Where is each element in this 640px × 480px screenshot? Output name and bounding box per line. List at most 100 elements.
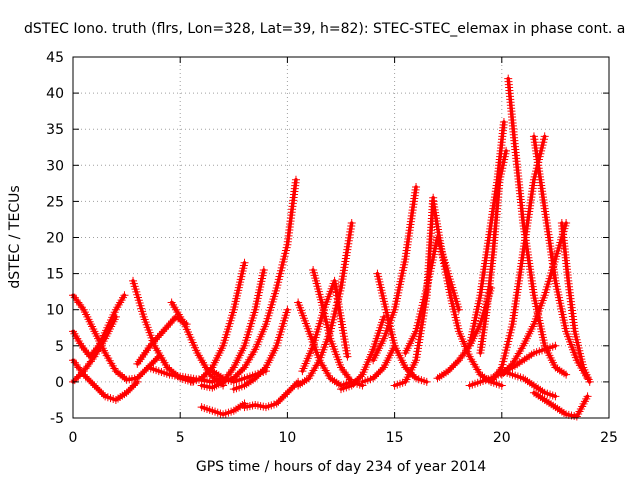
data-point xyxy=(326,374,343,389)
data-point xyxy=(529,293,548,329)
series-arc-02 xyxy=(69,291,129,361)
data-point xyxy=(465,352,483,377)
data-point xyxy=(251,367,268,379)
y-tick-label: 35 xyxy=(46,122,64,138)
data-point xyxy=(562,370,571,379)
data-point xyxy=(401,329,419,358)
data-point xyxy=(347,219,356,228)
data-point xyxy=(446,291,463,333)
x-tick-labels: 0 5 10 15 20 25 xyxy=(69,430,618,446)
data-point xyxy=(540,395,558,410)
x-tick-label: 10 xyxy=(278,430,296,446)
data-point xyxy=(358,347,377,379)
data-point xyxy=(291,175,300,184)
data-point xyxy=(540,132,549,141)
data-point xyxy=(373,269,390,311)
data-point xyxy=(111,390,129,404)
data-point xyxy=(465,294,484,350)
data-point xyxy=(304,358,323,383)
data-point xyxy=(412,374,429,385)
data-point xyxy=(551,276,570,333)
data-point xyxy=(272,243,291,293)
y-tick-label: 20 xyxy=(46,231,64,247)
data-point xyxy=(401,185,420,264)
data-point xyxy=(412,182,421,191)
data-point xyxy=(120,291,129,300)
data-point xyxy=(572,394,591,421)
series-arc-29 xyxy=(476,146,511,358)
data-point xyxy=(379,308,398,343)
ticks xyxy=(72,56,610,419)
data-point xyxy=(510,139,527,225)
data-point xyxy=(150,341,170,370)
data-point xyxy=(90,337,108,361)
y-tick-label: 15 xyxy=(46,267,64,283)
data-point xyxy=(465,375,493,390)
data-point xyxy=(319,279,338,314)
series-arc-23 xyxy=(358,341,399,386)
data-point xyxy=(240,258,249,267)
data-point xyxy=(229,261,248,314)
data-point xyxy=(444,358,462,376)
data-point xyxy=(497,367,514,378)
series-arc-15 xyxy=(208,367,270,386)
data-point xyxy=(529,342,557,358)
data-point xyxy=(326,334,345,369)
data-point xyxy=(101,392,118,404)
data-point xyxy=(133,344,153,368)
data-point xyxy=(283,305,292,314)
data-point xyxy=(337,382,354,394)
data-point xyxy=(519,374,536,389)
series-arc-11 xyxy=(197,399,249,419)
data-point xyxy=(369,365,387,383)
x-tick-label: 25 xyxy=(600,430,618,446)
data-series xyxy=(69,74,594,421)
data-point xyxy=(229,401,247,415)
data-point xyxy=(502,146,511,155)
data-point xyxy=(343,352,352,361)
data-point xyxy=(111,293,128,314)
series-line xyxy=(506,76,568,377)
data-point xyxy=(272,308,291,350)
data-point xyxy=(208,375,225,386)
y-tick-labels: -5 0 5 10 15 20 25 30 35 40 45 xyxy=(46,50,64,427)
data-point xyxy=(208,379,225,392)
x-tick-label: 15 xyxy=(386,430,404,446)
data-point xyxy=(508,370,525,382)
data-point xyxy=(358,375,375,386)
y-tick-label: 0 xyxy=(55,375,64,391)
data-point xyxy=(497,381,506,390)
y-tick-label: 45 xyxy=(46,50,64,66)
data-point xyxy=(259,265,268,274)
data-point xyxy=(298,344,317,376)
data-point xyxy=(551,341,560,350)
data-point xyxy=(551,363,568,378)
data-point xyxy=(495,149,510,184)
data-point xyxy=(90,381,108,399)
data-point xyxy=(219,374,236,385)
data-point xyxy=(229,375,246,386)
data-point xyxy=(369,315,387,354)
data-point xyxy=(309,265,325,304)
data-point xyxy=(129,276,147,319)
data-point xyxy=(261,400,278,412)
data-point xyxy=(433,368,451,383)
data-point xyxy=(240,375,258,390)
data-point xyxy=(379,344,398,372)
data-point xyxy=(101,349,119,373)
data-point xyxy=(309,308,328,350)
series-arc-26 xyxy=(401,233,463,358)
chart-title: dSTEC Iono. truth (flrs, Lon=328, Lat=39… xyxy=(24,21,625,37)
data-point xyxy=(579,363,593,384)
series-arc-21 xyxy=(373,269,431,386)
data-point xyxy=(208,367,225,381)
series-line xyxy=(221,177,298,384)
data-point xyxy=(337,363,354,384)
data-point xyxy=(229,344,248,372)
data-point xyxy=(540,388,557,400)
data-point xyxy=(251,322,269,354)
data-point xyxy=(557,219,572,282)
data-point xyxy=(111,367,129,383)
data-point xyxy=(197,381,214,392)
